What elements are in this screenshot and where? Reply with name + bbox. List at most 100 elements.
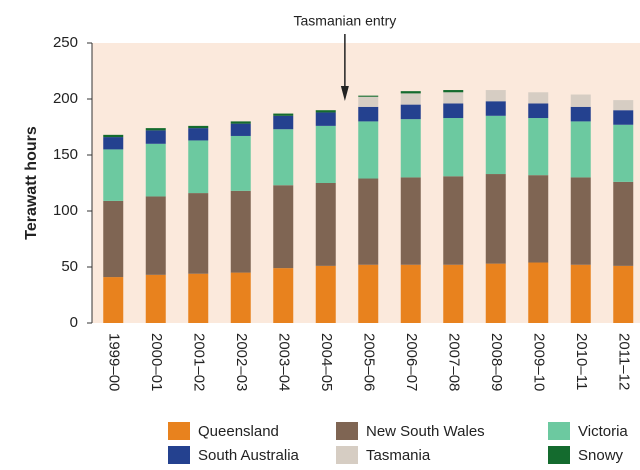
- bar-segment: [613, 181, 634, 266]
- legend-label: New South Wales: [366, 423, 485, 440]
- bar-segment: [188, 193, 209, 274]
- legend-swatch: [168, 422, 190, 440]
- bar-segment: [145, 130, 166, 144]
- bar-segment: [273, 185, 294, 269]
- bar-segment: [145, 128, 166, 131]
- bar-segment: [400, 264, 421, 323]
- bar-segment: [485, 90, 506, 102]
- bar-segment: [358, 106, 379, 122]
- bar-segment: [315, 110, 336, 113]
- bar-segment: [570, 106, 591, 122]
- y-tick-label: 250: [53, 34, 78, 51]
- bar-segment: [570, 264, 591, 323]
- bar-segment: [358, 121, 379, 179]
- x-tick-label: 2008–09: [488, 333, 505, 391]
- legend-label: Tasmania: [366, 447, 431, 464]
- bar-segment: [315, 112, 336, 126]
- bar-segment: [103, 137, 124, 150]
- x-tick-label: 2003–04: [275, 333, 292, 391]
- bar-segment: [230, 135, 251, 191]
- bar-segment: [358, 96, 379, 107]
- bar-segment: [443, 264, 464, 323]
- bar-segment: [315, 125, 336, 183]
- bar-segment: [103, 277, 124, 323]
- bar-segment: [230, 190, 251, 273]
- bar-segment: [230, 272, 251, 323]
- bar-segment: [528, 262, 549, 323]
- bar-segment: [188, 125, 209, 129]
- x-tick-label: 2007–08: [445, 333, 462, 391]
- bar-segment: [400, 177, 421, 265]
- bar-segment: [188, 140, 209, 194]
- bar-segment: [103, 134, 124, 138]
- x-tick-label: 2006–07: [403, 333, 420, 391]
- legend-swatch: [336, 422, 358, 440]
- bar-segment: [443, 90, 464, 93]
- x-tick-label: 1999–00: [105, 333, 122, 391]
- bar-segment: [358, 264, 379, 323]
- bar-segment: [400, 119, 421, 178]
- x-tick-label: 2002–03: [233, 333, 250, 391]
- bar-segment: [613, 100, 634, 111]
- x-tick-label: 2004–05: [318, 333, 335, 391]
- bar-segment: [485, 101, 506, 116]
- bar-segment: [358, 178, 379, 265]
- bar-segment: [315, 265, 336, 323]
- bar-segment: [103, 149, 124, 201]
- bar-segment: [443, 176, 464, 265]
- x-tick-label: 2011–12: [615, 333, 632, 390]
- x-tick-label: 2000–01: [148, 333, 165, 391]
- y-tick-label: 200: [53, 90, 78, 107]
- annotation: Tasmanian entry: [294, 13, 397, 29]
- legend-label: Snowy: [578, 447, 624, 464]
- bar-segment: [273, 129, 294, 186]
- bar-segment: [528, 92, 549, 104]
- legend-swatch: [336, 446, 358, 464]
- bar-segment: [400, 104, 421, 120]
- bar-segment: [528, 118, 549, 176]
- y-axis-label: Terawatt hours: [23, 126, 40, 240]
- bar-segment: [485, 263, 506, 323]
- legend-label: Victoria: [578, 423, 628, 440]
- y-tick-label: 50: [61, 258, 78, 275]
- x-tick-label: 2005–06: [360, 333, 377, 391]
- x-tick-label: 2009–10: [530, 333, 547, 391]
- bar-segment: [613, 124, 634, 182]
- bar-segment: [273, 268, 294, 323]
- bar-segment: [400, 93, 421, 105]
- bar-segment: [443, 103, 464, 119]
- bar-segment: [230, 123, 251, 136]
- bar-segment: [528, 175, 549, 263]
- bar-segment: [358, 95, 379, 97]
- bar-segment: [230, 121, 251, 124]
- bar-segment: [528, 103, 549, 119]
- bar-segment: [273, 115, 294, 130]
- bar-segment: [103, 200, 124, 278]
- bar-segment: [570, 177, 591, 265]
- bar-segment: [570, 121, 591, 178]
- x-tick-label: 2010–11: [573, 333, 590, 390]
- legend-swatch: [548, 422, 570, 440]
- bar-segment: [443, 92, 464, 104]
- bar-segment: [485, 174, 506, 264]
- bar-segment: [570, 94, 591, 107]
- bar-segment: [188, 273, 209, 323]
- bar-segment: [613, 265, 634, 323]
- y-tick-label: 0: [70, 314, 78, 331]
- legend-label: Queensland: [198, 423, 279, 440]
- bar-segment: [145, 143, 166, 197]
- bar-segment: [443, 118, 464, 177]
- legend-label: South Australia: [198, 447, 300, 464]
- bar-segment: [613, 110, 634, 125]
- bar-segment: [145, 196, 166, 275]
- y-tick-label: 100: [53, 202, 78, 219]
- bar-segment: [145, 274, 166, 323]
- bar-segment: [315, 183, 336, 266]
- y-tick-label: 150: [53, 146, 78, 163]
- bar-segment: [273, 113, 294, 116]
- annotation-arrowhead: [340, 86, 349, 101]
- bar-segment: [400, 91, 421, 94]
- legend-swatch: [548, 446, 570, 464]
- bar-segment: [188, 128, 209, 141]
